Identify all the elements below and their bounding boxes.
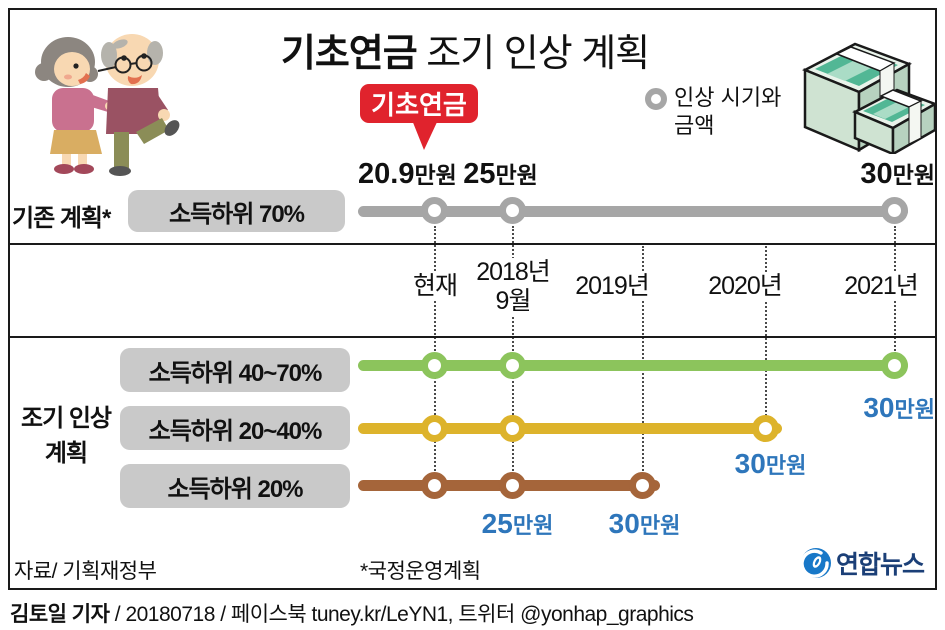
amount-number: 30 [863,392,895,423]
green-row-pill: 소득하위 40~70% [120,348,350,392]
amount-unit: 만원 [639,513,681,538]
axis-label-current: 현재 [407,272,463,301]
axis-label-2020: 2020년 [703,272,787,301]
axis-line1: 2021년 [844,272,919,300]
elderly-couple-illustration [35,34,180,176]
yellow-point-2020 [752,415,779,442]
yonhap-logo-icon [800,548,831,578]
yellow-point-2018 [499,415,526,442]
green-timeline [358,360,908,371]
amount-brown-2019: 30만원 [597,508,692,540]
existing-plan-label: 기존 계획* [12,205,111,232]
callout-badge: 기초연금 [360,84,478,123]
brown-point-2018 [499,472,526,499]
yellow-timeline [358,423,782,434]
existing-point-2021 [881,197,908,224]
divider-top [8,243,937,245]
amount-number: 30 [860,158,893,190]
source-credit: 자료/ 기획재정부 [14,560,157,583]
amount-existing-2021: 30만원 [850,156,935,191]
amount-number: 30 [608,508,640,539]
footer-rest: / 20180718 / 페이스북 tuney.kr/LeYN1, 트위터 @y… [109,603,694,626]
agency-name: 연합뉴스 [836,551,925,579]
brown-point-2019 [629,472,656,499]
legend-text: 인상 시기와 금액 [674,84,781,140]
money-stacks-icon [802,42,937,154]
early-plan-label: 조기 인상 계획 [10,398,122,468]
axis-line1: 2018년 [476,258,551,286]
amount-unit: 만원 [512,513,554,538]
axis-line1: 현재 [412,272,458,300]
axis-line2: 9월 [495,287,532,315]
amount-number: 25 [481,508,513,539]
amount-number: 25 [463,158,496,190]
amount-brown-2018: 25만원 [470,508,565,540]
existing-point-current [421,197,448,224]
green-point-2018 [499,352,526,379]
existing-point-2018 [499,197,526,224]
footer-author: 김토일 기자 [10,603,110,626]
footer-credit: 김토일 기자 / 20180718 / 페이스북 tuney.kr/LeYN1,… [10,598,694,628]
legend-line2: 금액 [674,113,715,138]
divider-bottom [8,336,937,338]
legend-ring-icon [645,88,667,110]
page-title: 기초연금 조기 인상 계획 [235,22,695,77]
existing-timeline [358,206,908,217]
amount-unit: 만원 [765,453,807,478]
early-plan-label-line2: 계획 [44,440,88,467]
amount-green-2021: 30만원 [850,392,935,424]
footnote: *국정운영계획 [360,560,481,583]
guide-dotline-2020 [765,246,767,416]
axis-label-2019: 2019년 [570,272,654,301]
amount-existing-2018: 25만원 [458,156,543,191]
agency-logo: 연합뉴스 [800,545,925,581]
legend-line1: 인상 시기와 [674,85,782,110]
green-point-current [421,352,448,379]
amount-yellow-2020: 30만원 [723,448,818,480]
axis-label-2018: 2018년 9월 [471,258,555,316]
callout-label: 기초연금 [371,90,467,120]
amount-number: 20.9 [358,158,415,190]
title-rest: 조기 인상 계획 [416,33,650,75]
amount-unit: 만원 [495,162,538,188]
amount-unit: 만원 [892,162,935,188]
callout-pointer [412,120,438,150]
existing-plan-pill: 소득하위 70% [128,190,345,232]
axis-line1: 2019년 [575,272,650,300]
yellow-point-current [421,415,448,442]
amount-unit: 만원 [894,397,935,422]
axis-label-2021: 2021년 [839,272,923,301]
yellow-row-pill: 소득하위 20~40% [120,406,350,450]
early-plan-label-line1: 조기 인상 [21,405,112,432]
amount-existing-current: 20.9만원 [358,156,457,191]
amount-unit: 만원 [414,162,457,188]
brown-point-current [421,472,448,499]
green-point-2021 [881,352,908,379]
axis-line1: 2020년 [708,272,783,300]
amount-number: 30 [734,448,766,479]
brown-row-pill: 소득하위 20% [120,464,350,508]
title-emphasis: 기초연금 [280,33,418,75]
